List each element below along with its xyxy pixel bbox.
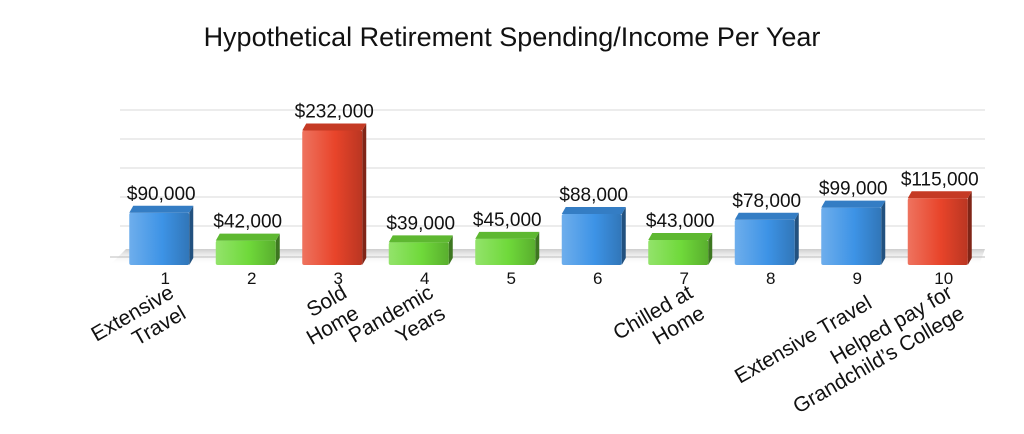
value-label: $43,000 <box>646 211 715 232</box>
bar-side <box>708 233 713 265</box>
bar-side <box>881 200 886 265</box>
value-label: $39,000 <box>386 213 455 234</box>
bar-top <box>561 206 626 214</box>
bar <box>215 233 280 265</box>
bar-front <box>561 213 622 265</box>
bars <box>129 123 972 265</box>
category-label: 6 <box>593 269 602 288</box>
chart-title: Hypothetical Retirement Spending/Income … <box>203 22 821 52</box>
value-label: $115,000 <box>901 169 979 190</box>
bar <box>821 200 886 265</box>
bar-side <box>967 191 972 265</box>
value-label: $90,000 <box>127 184 196 205</box>
bar-side <box>275 233 280 265</box>
bar-top <box>734 212 799 220</box>
bar-top <box>475 231 540 239</box>
bar <box>561 206 626 265</box>
value-label: $78,000 <box>732 191 801 212</box>
value-label: $88,000 <box>559 185 628 206</box>
bar-front <box>388 242 449 265</box>
bar <box>129 205 194 265</box>
bar-front <box>648 240 709 265</box>
value-labels: $90,000 $42,000 $232,000 $39,000 $45,000 $88,… <box>127 101 979 234</box>
category-label: 3 <box>334 269 343 288</box>
category-label: 7 <box>680 269 689 288</box>
value-label: $42,000 <box>213 212 282 233</box>
bar-top <box>388 235 453 243</box>
bar <box>907 191 972 265</box>
bar-front <box>129 212 190 265</box>
bar-front <box>215 240 276 265</box>
category-ticks: 1 2 3 4 5 6 7 8 9 10 <box>161 269 954 288</box>
category-label: 2 <box>247 269 256 288</box>
bar-side <box>189 205 194 265</box>
bar-top <box>129 205 194 213</box>
category-label: 4 <box>420 269 429 288</box>
bar-side <box>448 235 453 265</box>
bar-front <box>907 198 968 265</box>
category-label: 8 <box>766 269 775 288</box>
bar <box>648 233 713 265</box>
category-label: 1 <box>161 269 170 288</box>
bar-top <box>648 233 713 241</box>
category-label: 10 <box>934 269 953 288</box>
bar-top <box>302 123 367 131</box>
bar <box>475 231 540 265</box>
bar-top <box>821 200 886 208</box>
bar-side <box>535 231 540 265</box>
value-label: $232,000 <box>295 101 374 122</box>
bar-front <box>475 238 536 265</box>
bar <box>734 212 799 265</box>
bar-side <box>794 212 799 265</box>
bar <box>302 123 367 265</box>
value-label: $99,000 <box>819 179 888 200</box>
bar-front <box>821 207 882 265</box>
bar <box>388 235 453 265</box>
bar-side <box>621 206 626 265</box>
bar-top <box>215 233 280 241</box>
value-label: $45,000 <box>473 210 542 231</box>
bar-front <box>734 219 795 265</box>
bar-top <box>907 191 972 199</box>
category-label: 9 <box>853 269 862 288</box>
bar-front <box>302 130 363 265</box>
bar-side <box>362 123 367 265</box>
category-label: 5 <box>507 269 516 288</box>
